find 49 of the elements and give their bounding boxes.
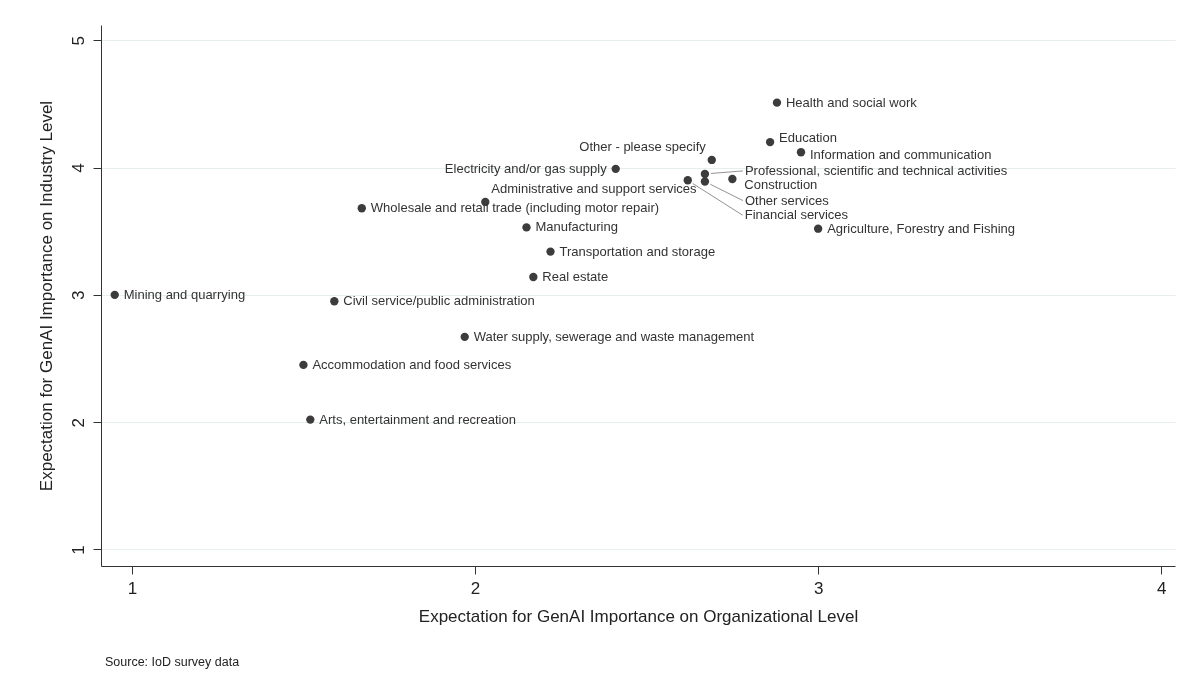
y-axis-title: Expectation for GenAI Importance on Industry Level bbox=[36, 100, 56, 492]
annotation: Financial services bbox=[744, 207, 849, 223]
annotation: Agriculture, Forestry and Fishing bbox=[827, 220, 1015, 236]
annotation: Transportation and storage bbox=[559, 243, 716, 259]
point bbox=[707, 155, 716, 165]
y-tick-label: 1 bbox=[68, 545, 88, 555]
point bbox=[611, 164, 620, 174]
point bbox=[529, 272, 538, 282]
point bbox=[700, 169, 710, 179]
point bbox=[700, 177, 710, 186]
annotation: Water supply, sewerage and waste management bbox=[473, 328, 755, 344]
point bbox=[772, 98, 782, 107]
annotation: Construction bbox=[744, 177, 818, 193]
x-axis-title: Expectation for GenAI Importance on Organizational Level bbox=[418, 606, 859, 626]
annotation: Education bbox=[779, 130, 837, 146]
point bbox=[306, 415, 315, 424]
point bbox=[796, 148, 806, 157]
point bbox=[460, 332, 469, 342]
annotation: Real estate bbox=[542, 269, 609, 285]
y-tick-label: 3 bbox=[68, 290, 88, 301]
source-note: Source: IoD survey data bbox=[105, 655, 240, 669]
point bbox=[546, 247, 555, 256]
point bbox=[728, 174, 737, 184]
point bbox=[299, 360, 308, 370]
annotation: Mining and quarrying bbox=[123, 286, 246, 302]
x-tick-label: 4 bbox=[1157, 578, 1167, 598]
y-tick-label: 5 bbox=[68, 36, 88, 46]
point bbox=[110, 290, 119, 300]
point bbox=[765, 137, 775, 147]
annotation: Health and social work bbox=[785, 94, 918, 110]
point bbox=[813, 224, 823, 233]
annotation: Professional, scientific and technical activities bbox=[744, 162, 1008, 178]
annotation: Electricity and/or gas supply bbox=[444, 160, 608, 176]
point bbox=[330, 297, 339, 306]
annotation: Arts, entertainment and recreation bbox=[319, 411, 516, 427]
x-tick-label: 1 bbox=[127, 578, 138, 598]
annotation: Manufacturing bbox=[535, 219, 618, 235]
point bbox=[357, 204, 366, 213]
x-tick-label: 2 bbox=[470, 578, 481, 598]
annotation: Administrative and support services bbox=[491, 180, 698, 196]
annotation: Accommodation and food services bbox=[312, 356, 512, 372]
annotation: Other services bbox=[744, 192, 830, 208]
point bbox=[522, 223, 531, 232]
annotation: Civil service/public administration bbox=[343, 293, 535, 309]
annotation: Information and communication bbox=[809, 147, 992, 163]
annotation: Other - please specify bbox=[579, 138, 707, 154]
x-tick-label: 3 bbox=[813, 578, 824, 598]
y-tick-label: 2 bbox=[68, 417, 88, 428]
y-tick-label: 4 bbox=[68, 163, 88, 173]
